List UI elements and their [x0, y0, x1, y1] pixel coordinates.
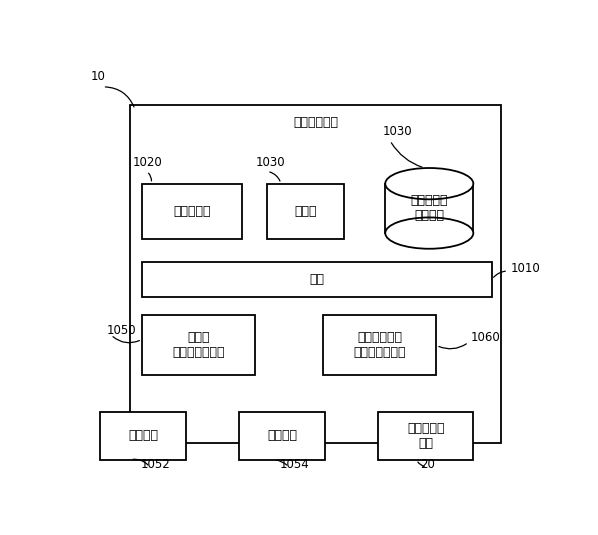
Text: 10: 10 — [91, 70, 106, 83]
FancyBboxPatch shape — [239, 412, 325, 460]
FancyBboxPatch shape — [130, 105, 501, 443]
Text: 1020: 1020 — [133, 156, 163, 169]
Text: ストレージ
デバイス: ストレージ デバイス — [411, 194, 448, 223]
Text: 1060: 1060 — [471, 331, 501, 345]
Text: 1030: 1030 — [255, 156, 285, 169]
Ellipse shape — [385, 217, 474, 249]
FancyBboxPatch shape — [142, 262, 492, 297]
FancyBboxPatch shape — [267, 184, 343, 239]
Text: 入出力
インタフェース: 入出力 インタフェース — [172, 331, 225, 360]
FancyBboxPatch shape — [142, 184, 242, 239]
Text: 20: 20 — [420, 458, 435, 471]
FancyBboxPatch shape — [142, 316, 255, 375]
FancyBboxPatch shape — [323, 316, 437, 375]
Ellipse shape — [385, 168, 474, 200]
Text: 1010: 1010 — [511, 262, 540, 275]
Text: 1050: 1050 — [106, 324, 136, 337]
Text: 1030: 1030 — [383, 125, 413, 139]
Text: 出力装置: 出力装置 — [267, 430, 297, 442]
Text: 情報処理装置: 情報処理装置 — [293, 116, 338, 129]
Text: 1054: 1054 — [280, 458, 309, 471]
Text: センシング
装置: センシング 装置 — [407, 422, 444, 450]
Bar — [385, 184, 474, 233]
Text: メモリ: メモリ — [294, 205, 316, 218]
Text: プロセッサ: プロセッサ — [173, 205, 210, 218]
FancyBboxPatch shape — [100, 412, 186, 460]
FancyBboxPatch shape — [379, 412, 474, 460]
Text: 1052: 1052 — [141, 458, 170, 471]
Text: バス: バス — [309, 273, 324, 286]
Text: 入力装置: 入力装置 — [128, 430, 158, 442]
Text: ネットワーク
インタフェース: ネットワーク インタフェース — [353, 331, 405, 360]
